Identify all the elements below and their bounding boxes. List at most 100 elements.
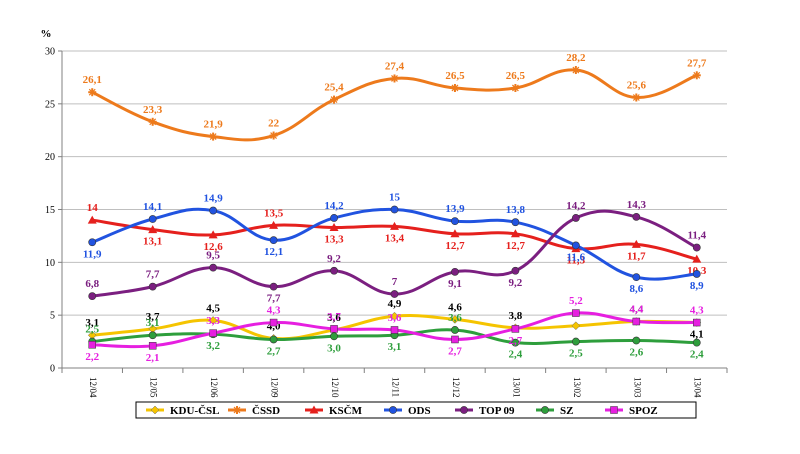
legend-label-top-09: TOP 09 [479,405,515,417]
x-tick-label: 12/12 [451,377,461,398]
data-point-ods [390,205,399,214]
data-label--ssd: 26,5 [445,70,465,82]
data-point-spoz [88,341,96,349]
data-label--ssd: 23,3 [143,104,163,116]
x-tick-label: 12/09 [270,377,280,398]
data-point-ods [692,270,701,278]
data-label-kdu-sl: 4,6 [448,301,462,313]
data-label-kdu-sl: 4,4 [629,304,643,316]
data-label-top-09: 7 [392,276,398,288]
data-label-sz: 2,4 [509,349,523,361]
data-point-sz [511,338,520,347]
legend-label-sz: SZ [560,405,573,417]
data-label--ssd: 27,4 [385,60,405,72]
data-label-top-09: 14,2 [566,200,586,212]
data-label-sz: 3,6 [448,312,462,324]
data-point-sz [269,335,278,344]
data-label-spoz: 3,7 [327,311,341,323]
data-label-kdu-sl: 3,7 [146,311,160,323]
data-point--ssd [330,96,338,104]
data-label-ks-m: 14 [87,202,99,214]
x-tick-label: 12/11 [390,377,400,397]
data-point-ods [571,241,580,250]
data-point-top-09 [269,282,278,291]
data-label-kdu-sl: 4,9 [388,298,402,310]
legend-label-ks-m: KSČM [329,404,363,417]
data-label--ssd: 28,2 [566,52,586,64]
y-tick-label: 0 [50,364,55,375]
data-label-sz: 2,5 [85,324,99,336]
x-tick-label: 12/06 [209,377,219,398]
data-point-spoz [572,309,580,317]
data-label-ods: 14,1 [143,201,162,213]
data-label-kdu-sl: 3,6 [327,312,341,324]
data-label--ssd: 21,9 [204,119,224,131]
data-label-spoz: 4,4 [629,304,643,316]
data-point-ks-m [390,221,399,230]
data-label-ods: 14,2 [324,200,344,212]
data-point-spoz [693,318,701,327]
data-label-sz: 2,5 [569,348,583,360]
data-point-top-09 [632,212,641,221]
data-point--ssd [693,71,701,79]
data-label-ks-m: 13,3 [324,233,344,245]
data-point-ods [632,273,641,282]
data-label-ods: 13,8 [506,204,526,216]
legend-label-kdu-sl: KDU-ČSL [170,404,220,417]
data-label-ks-m: 13,4 [385,232,405,244]
data-label-sz: 2,4 [690,349,704,361]
data-label-kdu-sl: 3,1 [85,317,99,329]
data-point-top-09 [692,243,701,252]
data-point-kdu-sl [571,321,581,331]
data-point-spoz [451,335,459,344]
data-point-sz [148,331,157,340]
data-point-top-09 [451,267,459,276]
data-point-spoz [209,329,217,337]
data-label-top-09: 9,5 [206,250,220,262]
data-point-spoz [632,317,641,326]
data-label--ssd: 25,4 [324,82,344,94]
data-point-spoz [148,342,157,350]
data-label-ods: 14,9 [204,193,224,205]
data-label-sz: 2,7 [267,345,281,357]
data-point-ods [451,217,459,226]
data-label--ssd: 26,1 [83,74,102,86]
legend-label-spoz: SPOZ [629,405,658,417]
data-point-ks-m [148,225,158,234]
legend-box [135,401,697,419]
data-label-top-09: 9,1 [448,278,462,290]
data-point--ssd [209,133,217,141]
y-tick-label: 30 [45,47,55,58]
y-tick-label: 10 [45,258,55,269]
x-tick-label: 13/03 [632,377,642,398]
data-label-spoz: 2,2 [85,351,99,363]
data-point-ks-m [269,220,279,229]
legend-label--ssd: ČSSD [252,404,280,417]
data-point-ods [511,218,520,227]
data-point-spoz [511,325,520,333]
x-tick-label: 13/04 [693,377,703,398]
data-point-spoz [330,325,338,333]
data-point-top-09 [209,263,218,272]
data-point--ssd [149,118,157,126]
data-point-kdu-sl [450,315,460,324]
data-point--ssd [88,88,96,96]
data-label-top-09: 6,8 [85,278,99,290]
data-point-kdu-sl [208,316,218,325]
y-tick-label: 25 [45,99,55,110]
data-label-ks-m: 12,7 [506,240,526,252]
y-tick-label: 5 [50,311,55,322]
data-label-ods: 12,1 [264,246,283,258]
data-point-top-09 [390,290,399,298]
data-label-ods: 15 [389,192,401,204]
data-point--ssd [632,94,640,101]
data-label-sz: 3,1 [388,341,402,353]
data-label-ods: 8,9 [690,280,704,292]
x-tick-label: 12/10 [330,377,340,398]
data-label-ks-m: 11,3 [567,255,586,267]
data-label-ks-m: 13,5 [264,207,284,219]
legend-marker-ods [389,406,397,414]
data-label-kdu-sl: 4,5 [206,302,220,314]
data-point-ods [269,236,278,245]
